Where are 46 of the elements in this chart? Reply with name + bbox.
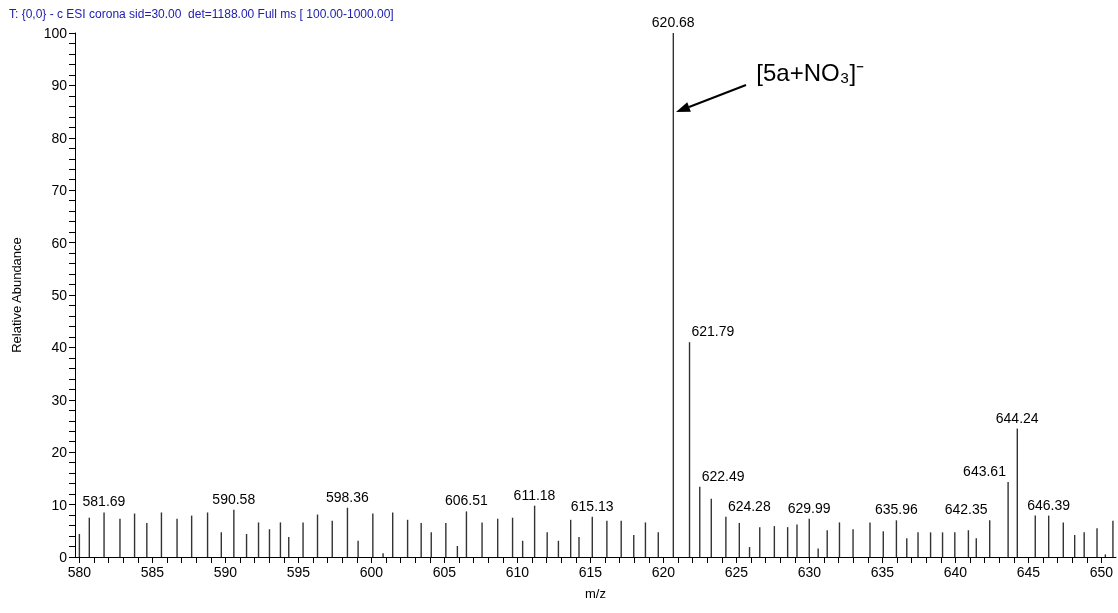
- y-tick-label: 20: [51, 444, 68, 461]
- x-tick-label: 625: [724, 564, 749, 580]
- x-tick-label: 610: [505, 564, 530, 580]
- annotation: 644.24: [995, 409, 1039, 426]
- x-tick-label: 635: [870, 564, 895, 580]
- annotation: 611.18: [513, 486, 556, 503]
- annotation: 621.79: [691, 323, 735, 340]
- y-tick-label: 30: [51, 391, 68, 408]
- annotation: 643.61: [963, 463, 1006, 480]
- y-tick-label: 0: [59, 549, 68, 565]
- y-tick-label: 70: [51, 182, 68, 199]
- annotation: 615.13: [570, 497, 614, 514]
- x-tick-label: 650: [1089, 564, 1114, 580]
- x-tick-label: 595: [286, 564, 311, 580]
- x-tick-label: 620: [651, 564, 676, 580]
- annotation: 590.58: [212, 490, 256, 507]
- annotation: 642.35: [944, 501, 988, 518]
- y-tick-label: 50: [51, 287, 68, 303]
- y-tick-label: 80: [51, 129, 68, 146]
- annotation: 598.36: [325, 488, 369, 505]
- x-tick-label: 580: [67, 564, 92, 580]
- y-tick-label: 60: [51, 234, 68, 251]
- y-axis-title: Relative Abundance: [9, 237, 24, 353]
- annotation: 646.39: [1027, 496, 1071, 513]
- annotation: 624.28: [727, 497, 771, 514]
- chart-title: T: {0,0} - c ESI corona sid=30.00 det=1188.00 Full ms [ 100.00-1000.00]: [9, 7, 394, 21]
- y-tick-label: 40: [51, 339, 68, 356]
- annotation: [5a+NO₃]⁻: [756, 57, 865, 88]
- annotation: 606.51: [444, 492, 488, 509]
- x-tick-label: 600: [359, 564, 384, 580]
- annotation: 635.96: [874, 501, 918, 518]
- x-tick-label: 605: [432, 564, 457, 580]
- x-tick-label: 630: [797, 564, 822, 580]
- x-tick-label: 645: [1016, 564, 1041, 580]
- annotation: 622.49: [701, 467, 745, 484]
- x-tick-label: 585: [140, 564, 165, 580]
- y-tick-label: 100: [43, 25, 68, 41]
- annotation: 629.99: [787, 499, 831, 516]
- annotation: 581.69: [82, 493, 126, 510]
- x-tick-label: 590: [213, 564, 238, 580]
- y-tick-label: 10: [51, 496, 68, 513]
- x-tick-label: 640: [943, 564, 968, 580]
- x-tick-label: 615: [578, 564, 603, 580]
- y-tick-label: 90: [51, 77, 68, 94]
- annotation: 620.68: [651, 14, 695, 30]
- x-axis-title: m/z: [585, 586, 606, 601]
